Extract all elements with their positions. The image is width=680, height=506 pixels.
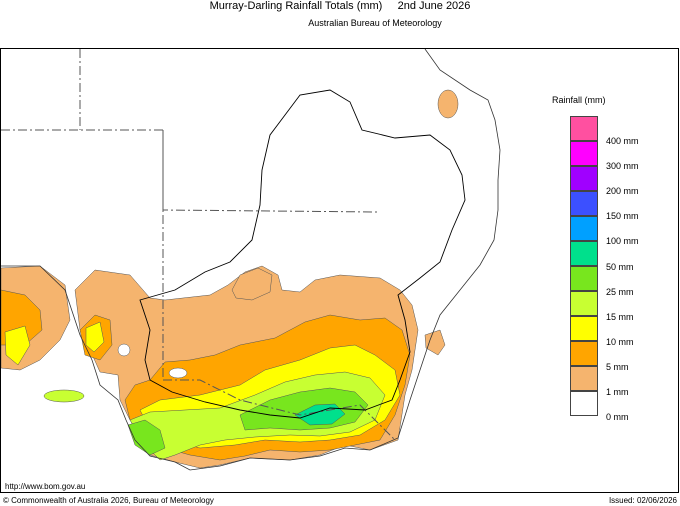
rainfall-area-25mm-southwest <box>127 419 166 456</box>
legend-label-25mm: 25 mm <box>606 287 634 297</box>
legend-swatch-50mm <box>570 241 598 266</box>
coastline <box>1 49 501 471</box>
legend-label-5mm: 5 mm <box>606 362 629 372</box>
map-title: Murray-Darling Rainfall Totals (mm) 2nd … <box>209 0 471 12</box>
rainfall-gap <box>168 367 188 379</box>
legend-label-0mm: 0 mm <box>606 412 629 422</box>
legend-label-300mm: 300 mm <box>606 161 639 171</box>
rainfall-area-15mm-island <box>43 389 85 403</box>
copyright-notice: © Commonwealth of Australia 2026, Bureau… <box>3 496 214 505</box>
legend-label-10mm: 10 mm <box>606 337 634 347</box>
legend-label-200mm: 200 mm <box>606 186 639 196</box>
legend-swatch-5mm <box>570 341 598 366</box>
rainfall-area-1mm-coast <box>424 329 446 356</box>
legend-label-150mm: 150 mm <box>606 211 639 221</box>
legend-swatch-100mm <box>570 216 598 241</box>
rainfall-gap <box>117 343 131 357</box>
legend-label-1mm: 1 mm <box>606 387 629 397</box>
basin-boundary <box>139 89 466 419</box>
legend-swatch-150mm <box>570 191 598 216</box>
legend-label-15mm: 15 mm <box>606 312 634 322</box>
bom-url[interactable]: http://www.bom.gov.au <box>5 482 86 491</box>
legend-swatch-15mm <box>570 291 598 316</box>
rainfall-area-1mm-north <box>231 267 273 301</box>
rainfall-area-10mm-west <box>4 325 31 366</box>
legend-label-400mm: 400 mm <box>606 136 639 146</box>
legend-label-100mm: 100 mm <box>606 236 639 246</box>
issued-date: Issued: 02/06/2026 <box>608 496 677 505</box>
map-frame <box>0 48 679 493</box>
legend-swatch-1mm <box>570 366 598 391</box>
map-subtitle: Australian Bureau of Meteorology <box>308 18 442 28</box>
legend-swatch-400mm <box>570 116 598 141</box>
state-borders <box>1 49 396 441</box>
legend-title: Rainfall (mm) <box>552 95 606 105</box>
legend-swatch-200mm <box>570 166 598 191</box>
legend-swatch-300mm <box>570 141 598 166</box>
rainfall-map <box>1 49 501 471</box>
legend-swatch-0mm <box>570 391 598 416</box>
legend-label-50mm: 50 mm <box>606 262 634 272</box>
legend-swatch-10mm <box>570 316 598 341</box>
legend-swatch-25mm <box>570 266 598 291</box>
rainfall-area-10mm-gulf <box>85 321 105 353</box>
rainfall-area-1mm-northeast <box>437 89 459 119</box>
